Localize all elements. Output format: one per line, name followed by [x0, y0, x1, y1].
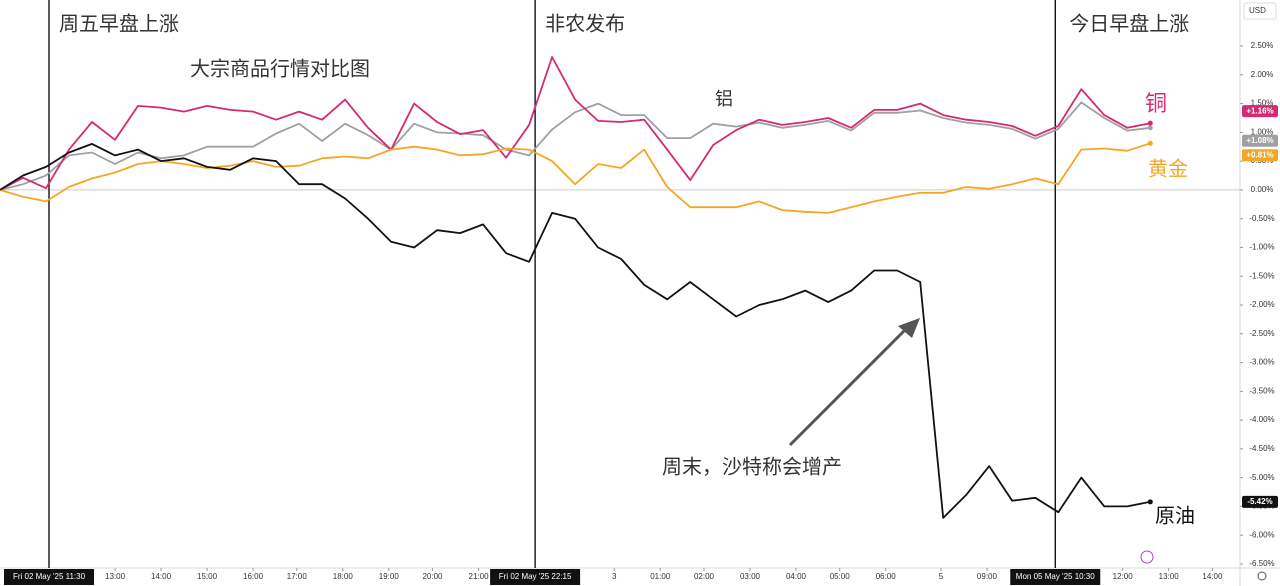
x-tick-label: 15:00	[197, 572, 218, 581]
arrow-head	[898, 318, 920, 338]
y-tick-label: 1.00%	[1251, 127, 1274, 136]
marker-label: Mon 05 May '25 10:30	[1016, 572, 1095, 581]
y-tick-label: -2.00%	[1249, 300, 1274, 309]
series-label: 黄金	[1148, 157, 1188, 180]
y-tick-label: 2.50%	[1251, 41, 1274, 50]
last-point	[1147, 499, 1153, 505]
x-tick-label: 16:00	[243, 572, 264, 581]
series-label: 铝	[715, 89, 733, 109]
y-tick-label: -2.50%	[1249, 329, 1274, 338]
price-badge-label: +0.81%	[1246, 150, 1273, 159]
y-tick-label: -0.50%	[1249, 214, 1274, 223]
marker-label: Fri 02 May '25 11:30	[13, 572, 86, 581]
price-badge	[1242, 134, 1278, 147]
price-badge-label: +1.08%	[1246, 136, 1273, 145]
y-tick-label: -1.00%	[1249, 243, 1274, 252]
x-tick-label: 02:00	[694, 572, 715, 581]
price-badge-label: +1.16%	[1246, 106, 1273, 115]
price-badge	[1242, 495, 1278, 508]
x-tick-label: 06:00	[876, 572, 897, 581]
x-tick-label: 12:00	[1113, 572, 1134, 581]
marker-label: Fri 02 May '25 22:15	[499, 572, 572, 581]
annotation: 今日早盘上涨	[1069, 12, 1189, 35]
x-tick-label: 14:00	[151, 572, 172, 581]
y-tick-label: -5.00%	[1249, 473, 1274, 482]
annotation: 周五早盘上涨	[59, 12, 179, 35]
alert-icon[interactable]	[1140, 550, 1154, 564]
x-tick-label: 04:00	[786, 572, 807, 581]
y-tick-label: -6.00%	[1249, 530, 1274, 539]
price-badge	[1242, 149, 1278, 162]
marker-label-box	[4, 569, 95, 585]
x-tick-label: 13:00	[105, 572, 126, 581]
x-tick-label: 21:00	[469, 572, 490, 581]
series-line	[0, 143, 1151, 519]
x-tick-label: 18:00	[333, 572, 354, 581]
y-tick-label: -1.50%	[1249, 271, 1274, 280]
chart-title: 大宗商品行情对比图	[190, 57, 370, 80]
settings-icon[interactable]	[1257, 571, 1267, 581]
x-tick-label: 19:00	[379, 572, 400, 581]
y-tick-label: -3.00%	[1249, 358, 1274, 367]
x-tick-label: 14:00	[1202, 572, 1223, 581]
x-tick-label: 03:00	[740, 572, 761, 581]
y-tick-label: -4.50%	[1249, 444, 1274, 453]
arrow	[788, 323, 912, 447]
x-tick-label: 13:00	[1159, 572, 1180, 581]
currency[interactable]: USD	[1249, 6, 1266, 15]
y-tick-label: -3.50%	[1249, 386, 1274, 395]
series-label: 铜	[1145, 91, 1167, 116]
x-tick-label: 3	[612, 572, 617, 581]
marker-label-box	[490, 569, 581, 585]
y-tick-label: 0.00%	[1251, 185, 1274, 194]
series-line	[0, 101, 1151, 191]
x-tick-label: 05:00	[830, 572, 851, 581]
series-line	[0, 142, 1151, 214]
x-tick-label: 20:00	[422, 572, 443, 581]
x-tick-label: 17:00	[287, 572, 308, 581]
y-tick-label: 1.50%	[1251, 99, 1274, 108]
x-tick-label: 01:00	[650, 572, 671, 581]
y-tick-label: -6.50%	[1249, 559, 1274, 568]
annotation: 非农发布	[545, 12, 625, 35]
last-point	[1147, 125, 1153, 131]
y-tick-label: 2.00%	[1251, 70, 1274, 79]
y-tick-label: -4.00%	[1249, 415, 1274, 424]
series-line	[0, 56, 1151, 191]
series-label: 原油	[1155, 504, 1195, 527]
last-point	[1147, 120, 1153, 126]
x-tick-label: 09:00	[977, 572, 998, 581]
price-badge-label: -5.42%	[1247, 497, 1272, 506]
price-badge	[1242, 105, 1278, 118]
annotation: 周末，沙特称会增产	[662, 455, 842, 478]
x-tick-label: 5	[939, 572, 944, 581]
currency-box[interactable]	[1243, 2, 1277, 20]
marker-label-box	[1010, 569, 1101, 585]
last-point	[1147, 140, 1153, 146]
